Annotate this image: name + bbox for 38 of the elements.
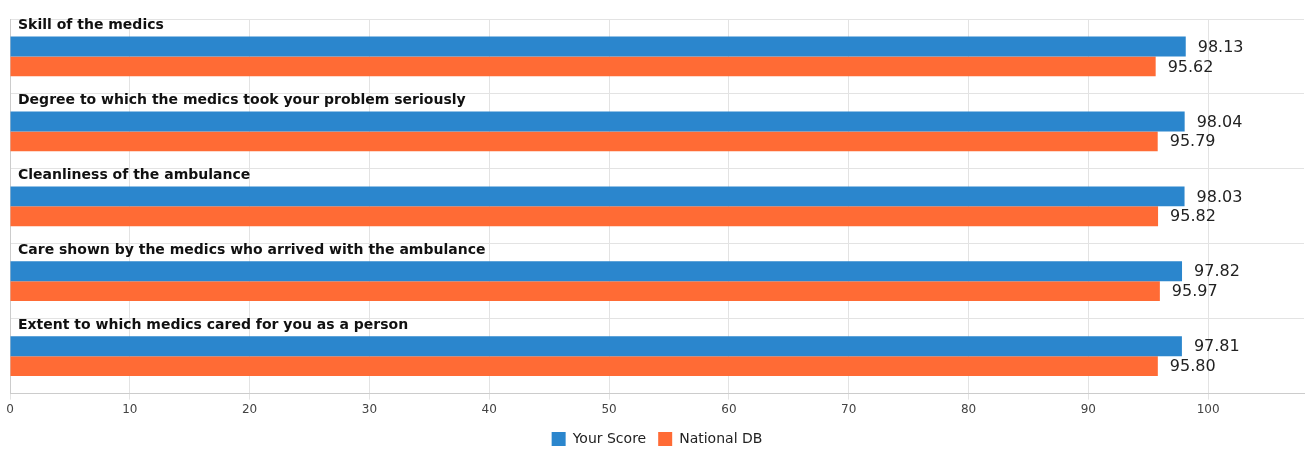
x-tick-label: 50	[601, 401, 617, 416]
bar	[10, 56, 1156, 77]
bar	[10, 206, 1159, 227]
data-label: 95.79	[1169, 131, 1216, 151]
bar	[10, 281, 1160, 302]
y-tick-label: Care shown by the medics who arrived with the ambulance	[18, 241, 486, 258]
y-tick-label: Degree to which the medics took your problem seriously	[18, 91, 466, 108]
data-label: 95.97	[1171, 281, 1218, 301]
x-tick-label: 80	[960, 401, 977, 416]
x-tick-label: 60	[721, 401, 737, 416]
legend-label: Your Score	[571, 429, 647, 446]
x-tick-label: 100	[1196, 401, 1220, 416]
data-label: 95.62	[1167, 56, 1214, 76]
bar	[10, 36, 1186, 57]
x-tick-label: 10	[122, 401, 138, 416]
bar	[10, 186, 1185, 207]
y-tick-label: Extent to which medics cared for you as a person	[18, 315, 409, 332]
data-label: 98.03	[1196, 186, 1243, 206]
bar	[10, 111, 1185, 132]
bar	[10, 131, 1158, 152]
x-tick-label: 90	[1080, 401, 1096, 416]
data-label: 95.80	[1169, 356, 1216, 376]
data-label: 97.81	[1193, 336, 1240, 356]
y-tick-label: Cleanliness of the ambulance	[18, 166, 251, 183]
bar	[10, 261, 1183, 282]
x-tick-label: 0	[6, 401, 14, 416]
data-label: 95.82	[1170, 206, 1216, 226]
bar	[10, 356, 1158, 376]
x-tick-label: 40	[481, 401, 497, 416]
bar	[10, 336, 1182, 357]
data-label: 98.04	[1196, 111, 1243, 131]
legend-label: National DB	[679, 429, 763, 446]
x-tick-label: 30	[361, 401, 378, 416]
data-label: 98.13	[1197, 36, 1244, 56]
y-tick-label: Skill of the medics	[18, 16, 164, 33]
x-tick-label: 20	[241, 401, 258, 416]
x-tick-label: 70	[841, 401, 857, 416]
data-label: 97.82	[1194, 261, 1240, 281]
